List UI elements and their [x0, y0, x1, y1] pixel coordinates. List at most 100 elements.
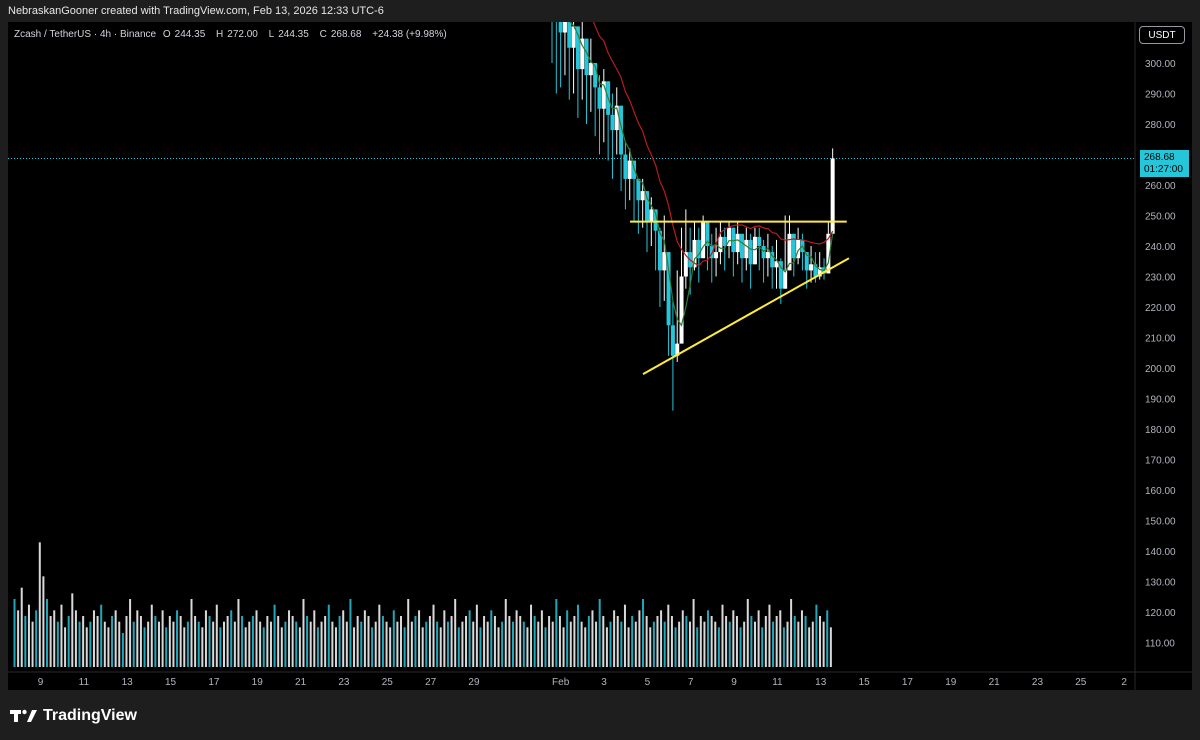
candle-body	[601, 81, 606, 109]
time-tick-label: 17	[208, 677, 220, 688]
volume-bar	[244, 627, 247, 667]
time-tick-label: 11	[79, 677, 90, 688]
brand-logo[interactable]: TradingView	[10, 707, 137, 725]
volume-bar	[194, 616, 197, 667]
volume-bar	[540, 610, 543, 667]
volume-bar	[215, 604, 218, 667]
volume-bar	[732, 610, 735, 667]
caption-bar: NebraskanGooner created with TradingView…	[0, 0, 1200, 22]
high-label: H	[216, 29, 224, 40]
volume-bar	[269, 621, 272, 667]
volume-bar	[580, 621, 583, 667]
price-tick-label: 180.00	[1145, 425, 1176, 436]
volume-bar	[757, 610, 760, 667]
volume-bar	[316, 627, 319, 667]
volume-bar	[631, 616, 634, 667]
volume-bar	[13, 599, 16, 667]
volume-bar	[360, 621, 363, 667]
candle-body	[636, 178, 641, 201]
symbol-name[interactable]: Zcash / TetherUS · 4h · Binance	[14, 29, 157, 40]
volume-bar	[688, 621, 691, 667]
candle-body	[813, 264, 818, 277]
volume-bar	[764, 616, 767, 667]
volume-bar	[179, 616, 182, 667]
time-tick-label: 19	[252, 677, 264, 688]
volume-bar	[273, 604, 276, 667]
candle-body	[597, 87, 602, 109]
volume-bar	[396, 621, 399, 667]
chart-canvas[interactable]: 110.00 120.00 130.00 140.00 150.00 160.00 170.…	[8, 22, 1192, 690]
time-tick-label: 5	[645, 677, 651, 688]
volume-bar	[623, 604, 626, 667]
volume-bar	[295, 621, 298, 667]
candle-body	[666, 252, 671, 326]
volume-bar	[392, 610, 395, 667]
price-tick-label: 190.00	[1145, 395, 1176, 406]
volume-bar	[804, 616, 807, 667]
volume-bar	[212, 621, 215, 667]
price-tick-label: 250.00	[1145, 212, 1176, 223]
fast-moving-average	[569, 22, 834, 327]
volume-bar	[533, 616, 536, 667]
volume-bar	[114, 610, 117, 667]
brand-name: TradingView	[43, 707, 137, 724]
candle-body	[649, 209, 654, 222]
volume-bar	[259, 621, 262, 667]
close-value: C 268.68	[320, 29, 366, 40]
volume-bar	[735, 616, 738, 667]
volume-bar	[620, 621, 623, 667]
currency-button[interactable]: USDT	[1139, 26, 1185, 44]
volume-bar	[808, 627, 811, 667]
volume-bar	[670, 616, 673, 667]
volume-bar	[678, 621, 681, 667]
volume-bar	[793, 616, 796, 667]
volume-bar	[24, 616, 27, 667]
candle-body	[696, 239, 701, 259]
volume-bar	[432, 604, 435, 667]
candle-body	[718, 236, 723, 253]
last-price-tag: 268.68 01:27:00	[1140, 150, 1189, 177]
candle-body	[791, 233, 796, 259]
volume-bar	[219, 627, 222, 667]
volume-bar	[627, 627, 630, 667]
tradingview-logo-icon	[10, 709, 37, 722]
volume-bar	[418, 610, 421, 667]
volume-bar	[71, 593, 74, 667]
volume-bar	[721, 604, 724, 667]
candle-body	[727, 227, 732, 246]
volume-bar	[753, 621, 756, 667]
volume-bar	[714, 621, 717, 667]
volume-bar	[92, 610, 95, 667]
volume-bar	[493, 616, 496, 667]
volume-bar	[111, 616, 114, 667]
candle-body	[709, 246, 714, 259]
countdown-label: 01:27:00	[1144, 164, 1183, 175]
time-tick-label: 13	[815, 677, 827, 688]
volume-bar	[562, 627, 565, 667]
chart-panel[interactable]: 110.00 120.00 130.00 140.00 150.00 160.00 170.…	[8, 22, 1192, 690]
volume-bar	[782, 627, 785, 667]
volume-bar	[64, 627, 67, 667]
candle-body	[752, 236, 757, 265]
volume-bar	[468, 610, 471, 667]
volume-bar	[183, 627, 186, 667]
volume-bar	[67, 616, 70, 667]
volume-bar	[822, 621, 825, 667]
volume-bar	[743, 621, 746, 667]
volume-bar	[710, 616, 713, 667]
volume-bar	[526, 627, 529, 667]
volume-bar	[663, 621, 666, 667]
volume-bar	[129, 599, 132, 667]
time-tick-label: 23	[1032, 677, 1044, 688]
volume-bar	[356, 616, 359, 667]
candle-body	[670, 325, 675, 356]
candle-body	[653, 209, 658, 231]
volume-bar	[598, 599, 601, 667]
time-tick-label: 19	[945, 677, 957, 688]
volume-bar	[490, 610, 493, 667]
volume-bar	[161, 610, 164, 667]
volume-bar	[548, 616, 551, 667]
volume-bar	[157, 621, 160, 667]
candle-body	[562, 22, 567, 33]
candle-body	[683, 252, 688, 277]
